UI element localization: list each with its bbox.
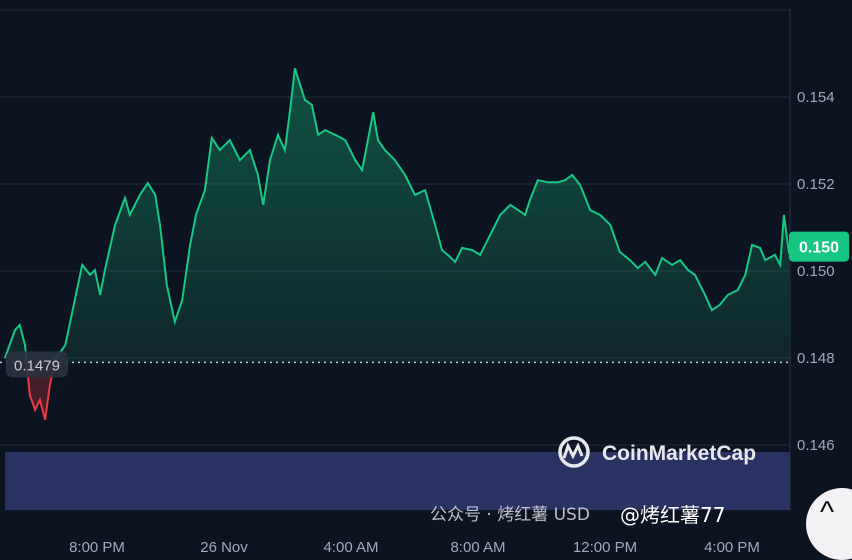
x-tick-label: 8:00 PM <box>69 539 125 556</box>
price-line-up <box>3 68 790 363</box>
y-tick-label: 0.146 <box>797 437 835 454</box>
baseline-label: 0.1479 <box>6 351 68 378</box>
chevron-up-icon: ^ <box>820 496 835 529</box>
brand-name: CoinMarketCap <box>602 442 756 465</box>
x-tick-label: 26 Nov <box>200 539 248 556</box>
volume-area <box>5 452 790 510</box>
x-tick-label: 4:00 AM <box>323 539 378 556</box>
handle-watermark: @烤红薯77 <box>620 503 726 527</box>
x-tick-label: 8:00 AM <box>450 539 505 556</box>
coinmarketcap-logo: CoinMarketCap <box>558 436 756 468</box>
x-tick-label: 12:00 PM <box>573 539 637 556</box>
y-tick-label: 0.152 <box>797 176 835 193</box>
current-price-value: 0.150 <box>799 240 839 257</box>
y-tick-label: 0.154 <box>797 89 835 106</box>
y-tick-label: 0.148 <box>797 350 835 367</box>
wechat-watermark: 公众号 · 烤红薯 USD <box>430 505 590 525</box>
current-price-label: 0.150 <box>789 231 849 262</box>
y-tick-label: 0.150 <box>797 263 835 280</box>
price-series <box>3 68 790 421</box>
price-area-up <box>4 68 790 363</box>
baseline-value: 0.1479 <box>14 357 60 374</box>
x-tick-label: 4:00 PM <box>704 539 760 556</box>
